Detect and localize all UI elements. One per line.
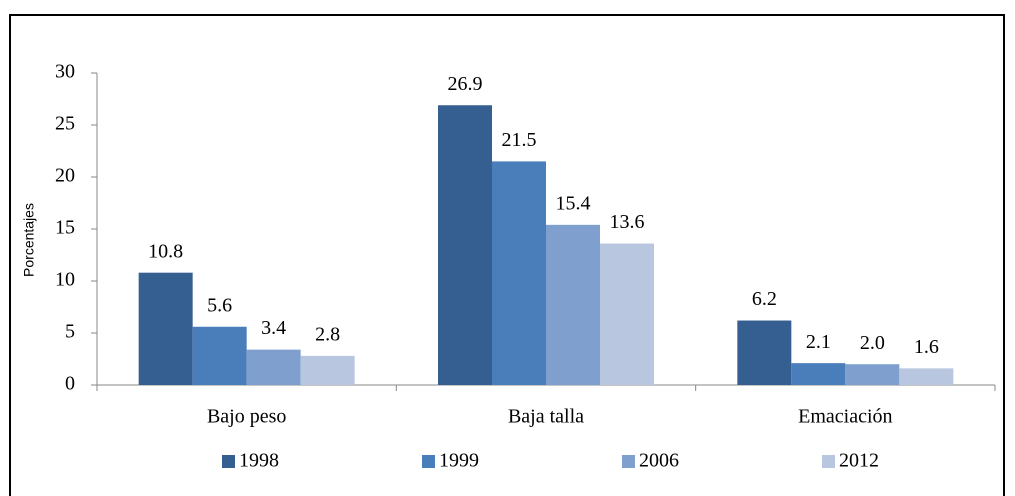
bar (600, 243, 654, 385)
bar (192, 326, 247, 385)
y-tick-label: 5 (65, 321, 75, 343)
y-tick-label: 30 (55, 61, 75, 83)
legend-label: 2006 (639, 450, 679, 472)
legend-label: 1999 (439, 450, 479, 472)
data-label: 2.1 (806, 331, 831, 353)
bar (845, 364, 900, 385)
legend-label: 1998 (239, 450, 279, 472)
legend-swatch (222, 455, 235, 468)
y-tick-label: 15 (55, 217, 75, 239)
data-label: 2.0 (860, 332, 885, 354)
data-label: 21.5 (502, 129, 537, 151)
y-tick-label: 20 (55, 165, 75, 187)
data-label: 26.9 (448, 73, 483, 95)
bar (791, 363, 846, 385)
bar (246, 349, 301, 385)
legend-swatch (622, 455, 635, 468)
data-label: 3.4 (261, 317, 286, 339)
data-label: 2.8 (315, 323, 340, 345)
data-label: 6.2 (752, 288, 777, 310)
legend-swatch (422, 455, 435, 468)
data-label: 5.6 (207, 294, 232, 316)
bar (492, 161, 546, 385)
bar (138, 272, 193, 385)
bar (300, 355, 355, 385)
y-tick-label: 0 (65, 373, 75, 395)
x-tick-label: Bajo peso (207, 406, 286, 428)
y-axis-label: Porcentajes (21, 203, 37, 277)
x-tick-label: Emaciación (798, 406, 892, 428)
data-label: 13.6 (610, 211, 645, 233)
data-label: 15.4 (556, 192, 591, 214)
legend-swatch (822, 455, 835, 468)
y-tick-label: 10 (55, 269, 75, 291)
bar (899, 368, 954, 385)
legend-label: 2012 (839, 450, 879, 472)
bar (438, 105, 492, 386)
x-tick-label: Baja talla (508, 406, 584, 428)
bar (546, 224, 600, 385)
data-label: 10.8 (148, 240, 183, 262)
bar (737, 320, 792, 385)
y-tick-label: 25 (55, 113, 75, 135)
data-label: 1.6 (914, 336, 939, 358)
